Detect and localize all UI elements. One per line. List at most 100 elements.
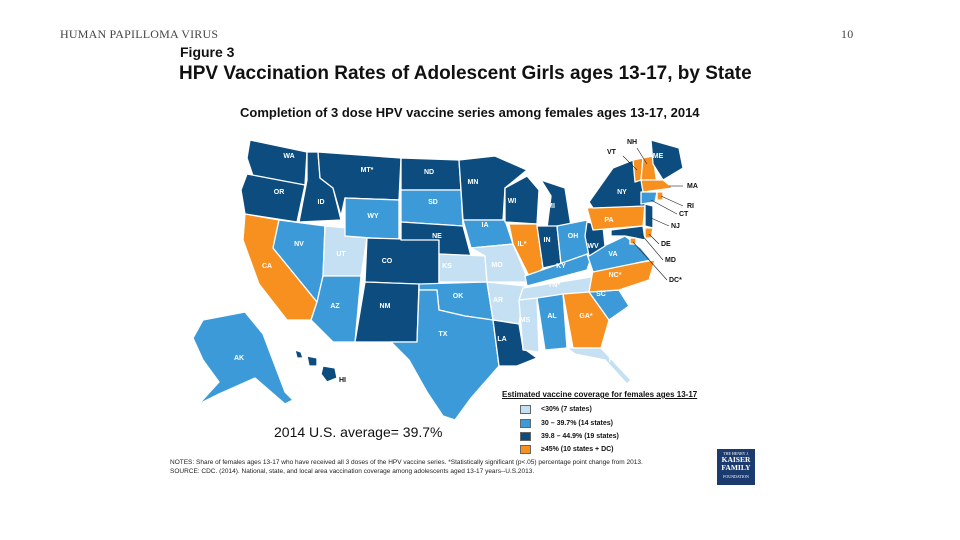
- state-tx: [390, 289, 500, 420]
- state-label-fl: FL: [609, 357, 618, 364]
- state-label-wa: WA: [283, 153, 294, 160]
- state-label-ca: CA: [262, 263, 272, 270]
- state-nm: [354, 281, 420, 343]
- legend-swatch-30-39: [520, 419, 531, 428]
- state-label-in: IN: [544, 237, 551, 244]
- states-layer: [192, 139, 684, 420]
- state-wi: [504, 175, 540, 225]
- figure-label: Figure 3: [180, 44, 235, 60]
- state-mi: [540, 179, 572, 229]
- state-label-nc: NC*: [609, 272, 622, 279]
- state-ms: [518, 297, 540, 353]
- leader-lines: [622, 147, 684, 281]
- state-label-or: OR: [274, 189, 285, 196]
- state-label-sc: SC: [596, 291, 606, 298]
- legend-swatch-lt30: [520, 405, 531, 414]
- legend-swatch-ge45: [520, 445, 531, 454]
- state-fl: [566, 347, 632, 385]
- leader-line-nh: [636, 147, 648, 165]
- state-ga: [562, 291, 610, 349]
- state-hi: [294, 349, 304, 359]
- state-label-nv: NV: [294, 241, 304, 248]
- state-sd: [400, 189, 464, 227]
- state-label-ga: GA*: [579, 313, 593, 320]
- state-label-mi: MI: [547, 203, 555, 210]
- state-label-pa: PA: [604, 217, 613, 224]
- logo-line: FOUNDATION: [723, 474, 749, 479]
- legend-swatch-39-44: [520, 432, 531, 441]
- state-label-ne: NE: [432, 233, 442, 240]
- legend-item: 39.8 – 44.9% (19 states): [520, 431, 619, 442]
- state-label-il: IL*: [518, 241, 527, 248]
- state-mo: [470, 243, 530, 283]
- figure-title: HPV Vaccination Rates of Adolescent Girl…: [179, 63, 752, 84]
- us-average: 2014 U.S. average= 39.7%: [274, 424, 443, 440]
- logo-line: KAISER: [721, 455, 751, 464]
- state-hi: [320, 365, 338, 383]
- state-az: [310, 275, 362, 343]
- leader-line-ct: [650, 199, 678, 215]
- state-label-va: VA: [608, 251, 617, 258]
- logo-line: FAMILY: [721, 463, 751, 472]
- legend-label: 39.8 – 44.9% (19 states): [541, 433, 619, 440]
- state-label-nd: ND: [424, 169, 434, 176]
- state-label-mn: MN: [468, 179, 479, 186]
- legend-item: ≥45% (10 states + DC): [520, 444, 614, 455]
- leader-line-nj: [650, 217, 670, 227]
- legend-label: ≥45% (10 states + DC): [541, 446, 614, 453]
- state-label-wy: WY: [367, 213, 379, 220]
- state-label-ak: AK: [234, 355, 244, 362]
- state-label-de: DE: [661, 241, 671, 248]
- state-label-me: ME: [653, 153, 664, 160]
- legend-label: 30 – 39.7% (14 states): [541, 420, 613, 427]
- state-al: [536, 293, 568, 351]
- state-label-ks: KS: [442, 263, 452, 270]
- source-text: SOURCE: CDC. (2014). National, state, an…: [170, 468, 535, 475]
- leader-line-vt: [622, 155, 638, 171]
- page-number: 10: [841, 27, 854, 41]
- state-label-ar: AR: [493, 297, 503, 304]
- state-label-sd: SD: [428, 199, 438, 206]
- state-ky: [524, 251, 594, 287]
- state-label-oh: OH: [568, 233, 579, 240]
- us-state-map: WA OR CA ID NV UT AZ MT* WY CO NM ND SD NE KS OK TX MN IA M…: [192, 139, 698, 420]
- state-label-ky: KY: [556, 263, 566, 270]
- state-va: [586, 235, 652, 273]
- leader-line-ri: [660, 195, 684, 207]
- state-label-ms: MS: [520, 317, 531, 324]
- state-label-al: AL: [547, 313, 557, 320]
- legend-label: <30% (7 states): [541, 406, 592, 413]
- logo-line: THE HENRY J.: [723, 451, 749, 456]
- state-de: [644, 227, 654, 239]
- notes: NOTES: Share of females ages 13-17 who h…: [170, 458, 700, 476]
- state-label-ri: RI: [687, 203, 694, 210]
- state-label-md: MD: [665, 257, 676, 264]
- state-label-id: ID: [318, 199, 325, 206]
- state-ma: [640, 179, 674, 193]
- state-label-ia: IA: [482, 222, 489, 229]
- state-label-az: AZ: [330, 303, 340, 310]
- state-label-mo: MO: [491, 262, 503, 269]
- notes-text: NOTES: Share of females ages 13-17 who h…: [170, 459, 643, 466]
- state-ak: [192, 311, 294, 405]
- state-mn: [458, 155, 528, 221]
- state-hi: [306, 355, 318, 367]
- state-nj: [644, 203, 654, 229]
- state-label-ok: OK: [453, 293, 464, 300]
- state-label-hi: HI: [339, 377, 346, 384]
- state-label-tx: TX: [439, 331, 448, 338]
- state-co: [364, 237, 440, 286]
- header-title: HUMAN PAPILLOMA VIRUS: [60, 27, 219, 41]
- figure-subtitle: Completion of 3 dose HPV vaccine series …: [240, 105, 700, 120]
- state-label-vt: VT: [607, 149, 617, 156]
- state-ri: [656, 191, 664, 201]
- legend-title: Estimated vaccine coverage for females a…: [502, 390, 698, 399]
- state-label-tn: TN*: [548, 282, 560, 289]
- legend-item: <30% (7 states): [520, 404, 592, 415]
- state-label-ut: UT: [336, 251, 346, 258]
- state-dc: [629, 237, 637, 245]
- state-label-dc: DC*: [669, 277, 682, 284]
- state-label-nh: NH: [627, 139, 637, 146]
- state-label-wv: WV: [587, 243, 599, 250]
- state-label-la: LA: [497, 336, 506, 343]
